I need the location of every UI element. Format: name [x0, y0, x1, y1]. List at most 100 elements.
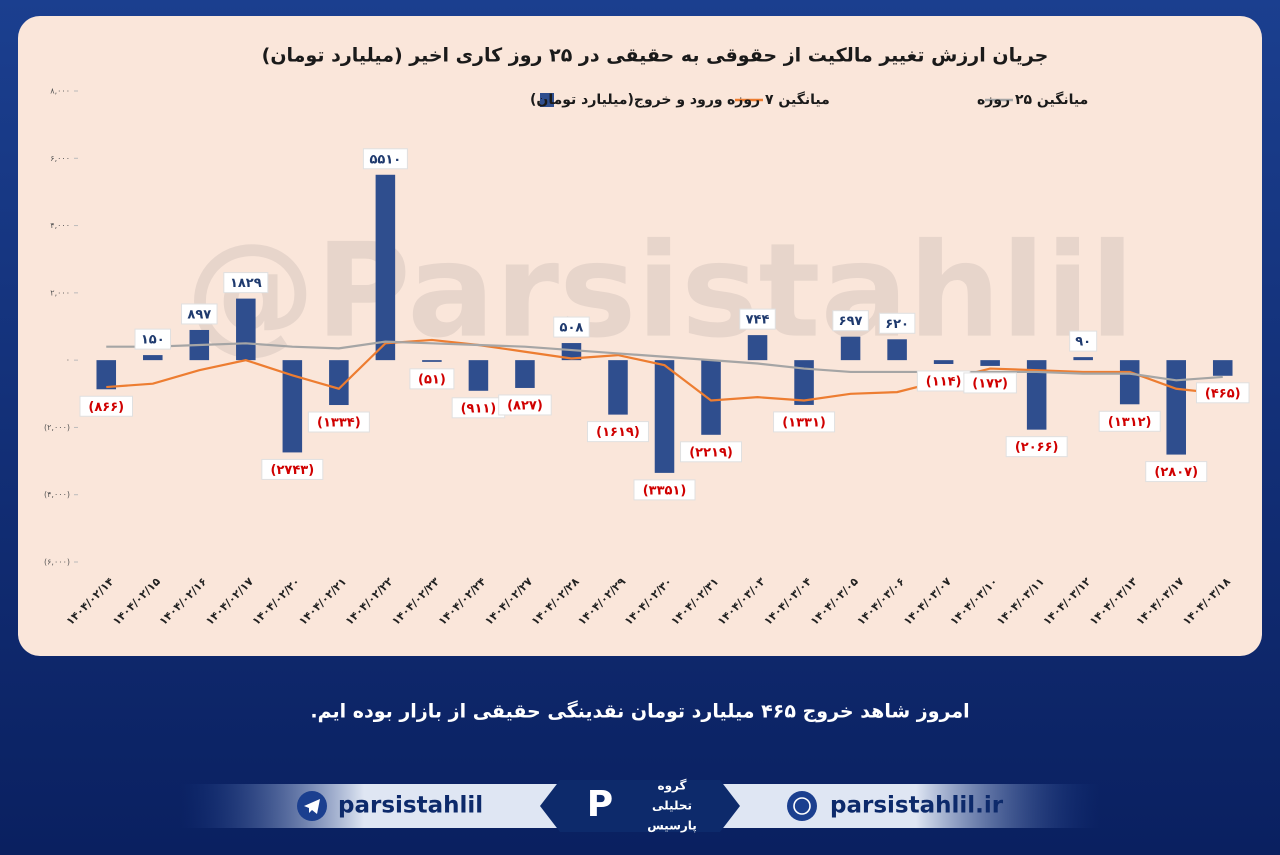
data-label: (۲۷۴۳): [271, 463, 315, 478]
legend-label: میانگین ۷ روزه: [727, 91, 830, 108]
bar: [96, 360, 117, 390]
y-tick-label: ۰: [66, 356, 70, 365]
plot: (۶,۰۰۰) (۴,۰۰۰) (۲,۰۰۰) ۰ ۲,۰۰۰ ۴,۰۰۰ ۶,۰۰۰ ۸,۰…: [44, 87, 1250, 628]
label-box: [586, 421, 649, 443]
logo-mark: P: [587, 784, 613, 825]
caption: امروز شاهد خروج ۴۶۵ میلیارد تومان نقدینگ…: [310, 700, 969, 723]
bar: [282, 360, 303, 453]
label-box: [223, 272, 269, 294]
bar: [143, 355, 163, 361]
bar: [375, 174, 396, 361]
y-tick-label: ۴,۰۰۰: [50, 221, 70, 230]
data-label: ۶۹۷: [839, 314, 863, 329]
bar: [654, 360, 675, 473]
label-box: [181, 303, 218, 325]
label-box: [362, 148, 408, 170]
data-label: (۴۶۵): [1205, 386, 1241, 401]
data-label: ۱۸۲۹: [230, 276, 262, 291]
label-box: [878, 312, 916, 334]
data-label: (۱۳۱۲): [1108, 415, 1152, 430]
bar: [701, 360, 721, 435]
telegram-handle[interactable]: parsistahlil: [338, 793, 483, 819]
data-label: (۵۱): [418, 372, 446, 387]
label-box: [1069, 330, 1098, 352]
logo-text: گروه: [658, 779, 687, 794]
bar: [468, 360, 489, 391]
bar: [561, 343, 582, 361]
bar: [422, 360, 442, 362]
label-box: [832, 310, 869, 332]
data-label: ۹۰: [1075, 335, 1091, 350]
label-box: [261, 458, 324, 480]
data-label: (۲۸۰۷): [1154, 465, 1198, 480]
data-label: (۱۶۱۹): [596, 425, 640, 440]
bar: [1026, 360, 1047, 430]
chart-panel: [18, 16, 1262, 656]
logo-plate: [540, 780, 740, 832]
label-box: [1145, 461, 1208, 483]
label-box: [1195, 382, 1250, 404]
label-box: [134, 328, 172, 350]
data-label: (۳۳۵۱): [643, 483, 687, 498]
data-label: (۲۰۶۶): [1015, 440, 1059, 455]
data-label: ۷۴۴: [746, 313, 770, 328]
label-box: [773, 411, 836, 433]
web-glyph: [793, 797, 811, 815]
label-box: [498, 394, 552, 416]
y-tick-label: ۲,۰۰۰: [50, 288, 70, 297]
y-tick-label: (۲,۰۰۰): [44, 423, 70, 432]
data-label: ۶۲۰: [885, 317, 909, 332]
website[interactable]: parsistahlil.ir: [830, 793, 1004, 819]
y-tick-label: (۴,۰۰۰): [44, 490, 70, 499]
web-icon: [787, 791, 817, 821]
bar: [887, 339, 907, 361]
telegram-glyph: [304, 799, 320, 814]
bar: [1119, 360, 1140, 405]
bar: [747, 335, 768, 361]
label-box: [633, 479, 696, 501]
bar: [515, 360, 535, 388]
data-label: (۱۳۳۱): [782, 415, 826, 430]
bar: [1166, 360, 1186, 455]
label-box: [1005, 436, 1068, 458]
legend-label: ورود و خروج(میلیارد تومان): [530, 92, 723, 108]
bar: [1073, 357, 1093, 361]
label-box: [963, 372, 1017, 394]
data-label: (۱۱۴): [926, 374, 962, 389]
data-label: ۵۵۱۰: [370, 152, 402, 167]
label-box: [307, 411, 370, 433]
label-box: [409, 368, 455, 390]
line: [106, 340, 1223, 382]
data-label: (۱۳۳۴): [317, 416, 361, 431]
data-label: ۸۹۷: [187, 307, 211, 322]
bar: [980, 360, 1000, 366]
bar: [329, 360, 349, 406]
legend-label: میانگین ۲۵ روزه: [977, 91, 1088, 108]
data-label: ۵۰۸: [560, 321, 584, 336]
data-label: (۸۲۷): [507, 398, 543, 413]
data-label: ۱۵۰: [141, 333, 165, 348]
chart-title: جریان ارزش تغییر مالکیت از حقوقی به حقیق…: [262, 45, 1049, 67]
data-label: (۹۱۱): [461, 401, 497, 416]
bar: [1212, 360, 1233, 376]
line: [106, 338, 1223, 402]
y-tick-label: ۶,۰۰۰: [50, 154, 70, 163]
bar: [933, 360, 954, 364]
label-box: [553, 316, 590, 338]
label-box: [1098, 410, 1161, 432]
label-box: [79, 395, 134, 417]
logo-text: تحلیلی: [652, 799, 692, 813]
legend-swatch: [540, 93, 554, 107]
bar: [794, 360, 814, 405]
data-label: (۸۶۶): [88, 400, 124, 415]
bar: [608, 360, 628, 415]
y-tick-label: ۸,۰۰۰: [50, 87, 70, 96]
label-box: [739, 308, 776, 330]
data-label: (۲۲۱۹): [689, 445, 733, 460]
logo-text: پارسیس: [647, 819, 697, 833]
y-tick-label: (۶,۰۰۰): [44, 558, 70, 567]
data-label: (۱۷۲): [972, 376, 1008, 391]
bar: [236, 298, 256, 361]
bar: [840, 336, 861, 361]
